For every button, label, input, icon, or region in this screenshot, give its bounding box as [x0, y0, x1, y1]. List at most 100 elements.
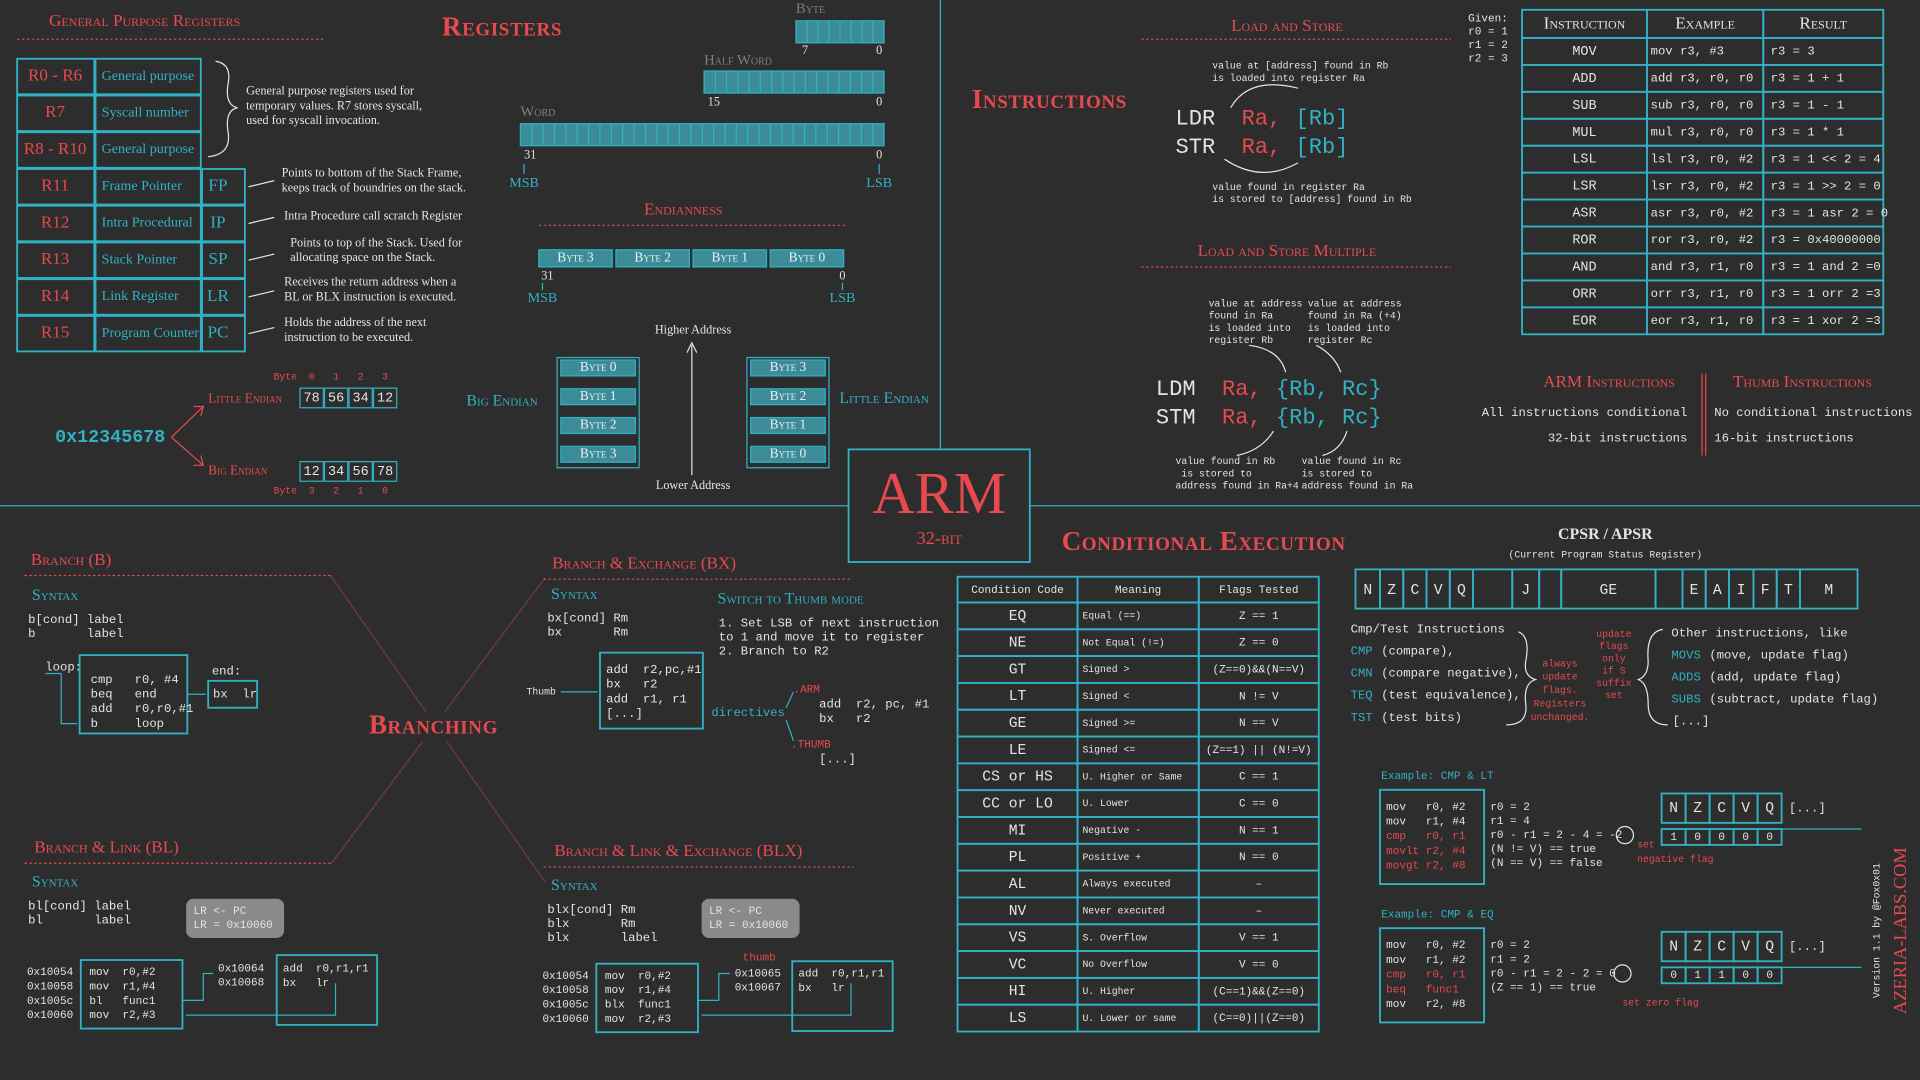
- syntax: blx[cond] Rm: [547, 903, 635, 917]
- flags: M: [1824, 583, 1833, 599]
- rows: AND: [1572, 261, 1596, 276]
- title: Branch & Link & Exchange (BLX): [554, 841, 802, 860]
- arm-code: add r2, pc, #1: [819, 697, 929, 711]
- frame: [94, 168, 202, 206]
- calc: r1 = 4: [1490, 816, 1530, 828]
- byte-cell: [750, 416, 826, 435]
- code: beq func1: [1386, 984, 1459, 996]
- more: [...]: [1673, 714, 1710, 728]
- center-frame: [847, 448, 1031, 563]
- always-note: unchanged.: [1531, 712, 1590, 723]
- syntax: blx Rm: [547, 917, 635, 931]
- frame: [94, 241, 202, 279]
- top-note: value at [address] found in Rb: [1212, 61, 1388, 72]
- values: 0: [1742, 970, 1749, 982]
- flag-cell: [1756, 930, 1783, 963]
- func-addresses: 0x10065: [735, 968, 781, 980]
- func-addresses: 0x10064: [218, 963, 265, 975]
- right-top: found in Ra (+4): [1308, 311, 1402, 322]
- rows: LE: [1009, 743, 1027, 759]
- values: 0: [1694, 832, 1701, 844]
- alias: IP: [210, 212, 225, 231]
- reg: R11: [41, 176, 69, 195]
- addresses: 0x10058: [542, 985, 588, 997]
- bubble: LR = 0x10060: [709, 920, 788, 932]
- name: Syscall number: [102, 104, 190, 120]
- addresses: 0x10058: [27, 981, 73, 993]
- code: add r0,r0,#1: [91, 702, 194, 716]
- syntax: bl[cond] label: [28, 899, 131, 913]
- func-code: add r0,r1,r1: [798, 968, 884, 980]
- title: Branch & Exchange (BX): [552, 553, 736, 572]
- rows: add r3, r0, r0: [1651, 72, 1754, 86]
- syntax: blx label: [547, 931, 657, 945]
- rows: –: [1255, 879, 1262, 891]
- rows: V == 0: [1239, 959, 1279, 971]
- thumb-label: Thumb: [527, 686, 556, 697]
- b: [Rb]: [1296, 107, 1349, 132]
- rows: Positive +: [1082, 852, 1141, 863]
- msb: MSB: [528, 290, 558, 306]
- connector: [248, 290, 275, 298]
- rows: ORR: [1572, 287, 1596, 302]
- indices: 2: [333, 486, 339, 497]
- rows: MUL: [1572, 126, 1596, 141]
- frame: [16, 315, 96, 353]
- rows: LSR: [1572, 180, 1596, 195]
- note: set zero flag: [1622, 997, 1698, 1008]
- left-top: value at address: [1209, 298, 1303, 309]
- title: Branching: [369, 710, 498, 740]
- left-bottom: address found in Ra+4: [1176, 481, 1299, 492]
- high: 31: [524, 147, 536, 161]
- op: LDR: [1176, 107, 1216, 132]
- title: CPSR / APSR: [1558, 526, 1653, 543]
- byte-cell: [769, 249, 845, 268]
- note: set: [1637, 839, 1655, 850]
- code: mov r2,#3: [605, 1014, 671, 1026]
- right-top: register Rc: [1308, 335, 1373, 346]
- end-code: bx lr: [213, 688, 257, 702]
- title: Conditional Execution: [1062, 526, 1346, 556]
- values: 1: [1694, 970, 1701, 982]
- frame: [595, 962, 699, 1034]
- indices: 0: [382, 486, 388, 497]
- right-top: value at address: [1308, 298, 1402, 309]
- right-bottom: is stored to: [1302, 468, 1373, 479]
- bytes: Byte 3: [770, 359, 807, 374]
- connector: [1316, 344, 1342, 373]
- title: Endianness: [644, 200, 722, 219]
- flag-cell: [1756, 828, 1783, 846]
- switch-steps: 1. Set LSB of next instruction: [719, 616, 939, 630]
- rows: r3 = 1 and 2 =0: [1771, 260, 1881, 274]
- notes: Points to top of the Stack. Used for: [290, 235, 462, 249]
- low: 0: [876, 95, 882, 109]
- frame: [201, 204, 246, 243]
- flags: Q: [1765, 801, 1774, 817]
- alias: FP: [208, 176, 227, 195]
- bubble: LR = 0x10060: [193, 920, 272, 932]
- memory-column: [746, 356, 830, 469]
- rows: r3 = 1 >> 2 = 0: [1771, 179, 1881, 193]
- frame: [94, 315, 202, 353]
- rows: AL: [1009, 877, 1027, 893]
- bytes: 78: [377, 465, 393, 480]
- connector: [248, 326, 275, 335]
- s-note: flags: [1599, 641, 1628, 652]
- connector: [1248, 344, 1287, 373]
- desc: (add, update flag): [1709, 670, 1841, 684]
- addresses: 0x1005c: [542, 999, 588, 1011]
- always-note: Registers: [1534, 699, 1587, 710]
- desc: (test bits): [1381, 711, 1462, 725]
- calc: (Z == 1) == true: [1490, 982, 1596, 994]
- func-code: add r0,r1,r1: [283, 963, 369, 975]
- frame: [16, 94, 96, 132]
- rows: LSL: [1572, 153, 1596, 168]
- header: Instruction: [1544, 13, 1626, 32]
- arrow-head: [686, 341, 698, 353]
- code: mov r1,#4: [605, 985, 671, 997]
- notes: Intra Procedure call scratch Register: [284, 209, 462, 223]
- rows: –: [1255, 906, 1262, 918]
- rows: S. Overflow: [1082, 932, 1147, 943]
